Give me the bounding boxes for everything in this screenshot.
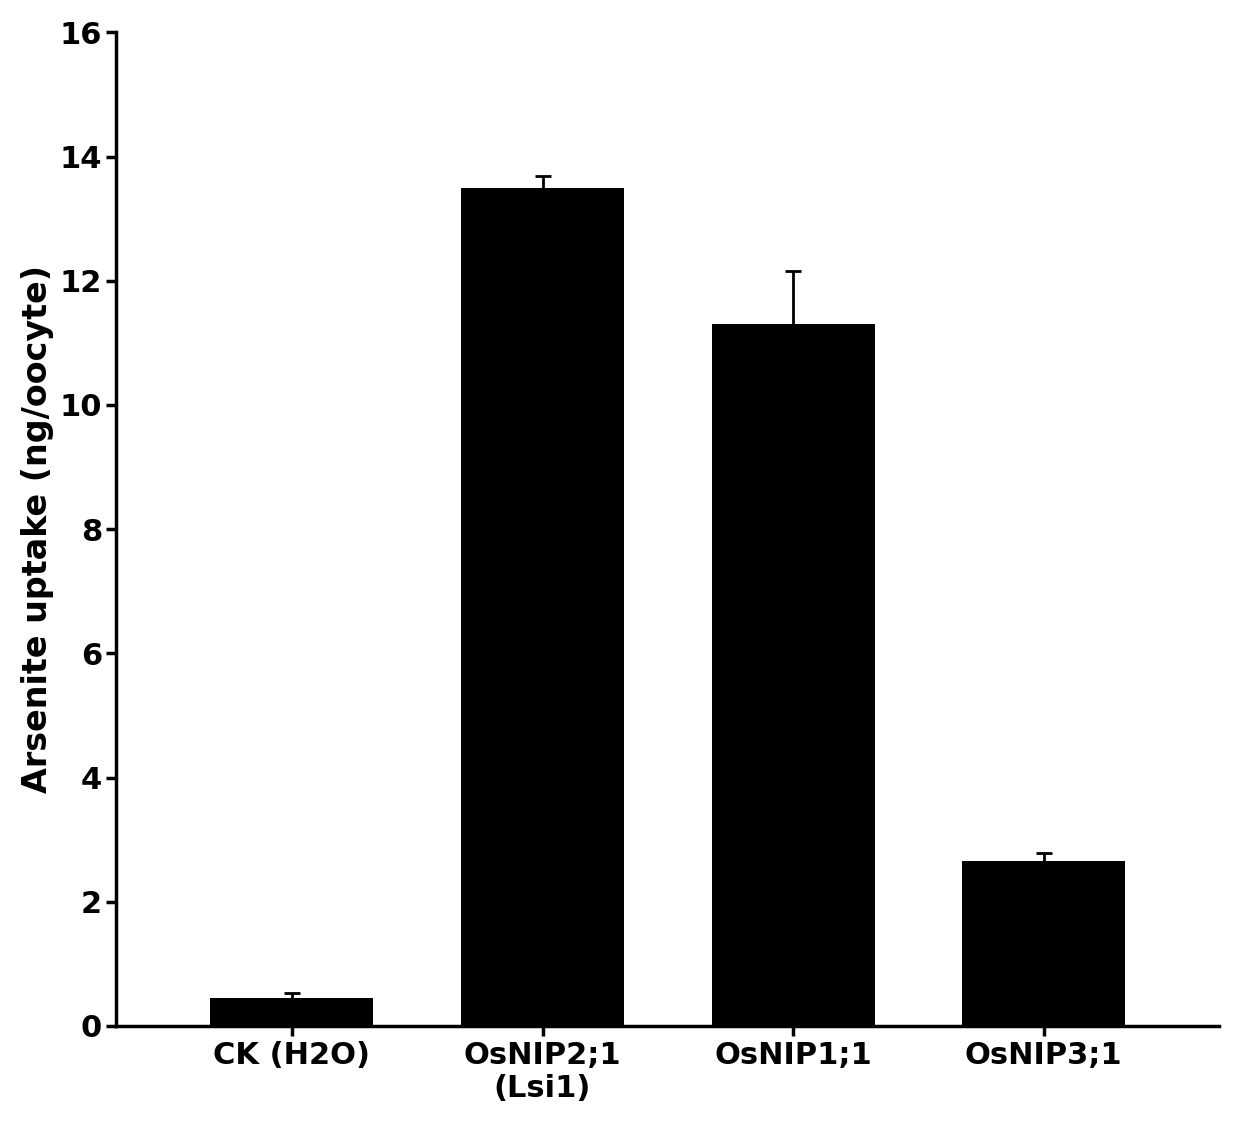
- Bar: [211, 998, 373, 1026]
- Bar: [712, 324, 874, 1026]
- Bar: [461, 188, 624, 1026]
- Bar: [962, 861, 1125, 1026]
- Y-axis label: Arsenite uptake (ng/oocyte): Arsenite uptake (ng/oocyte): [21, 265, 53, 794]
